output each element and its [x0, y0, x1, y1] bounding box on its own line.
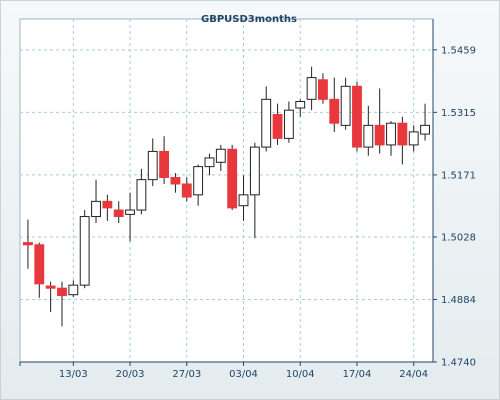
candle-body — [57, 287, 67, 297]
candle-body — [113, 209, 124, 218]
candle-body — [238, 194, 249, 207]
candle-body — [102, 200, 113, 209]
candle-body — [34, 244, 45, 285]
candles — [23, 66, 430, 327]
x-tick-label: 27/03 — [172, 369, 201, 380]
candle-body — [170, 176, 181, 185]
candle-body — [340, 85, 351, 126]
candle-body — [159, 150, 170, 178]
candle-body — [306, 77, 317, 100]
chart-title: GBPUSD3months — [201, 14, 297, 25]
y-tick-label: 1.4740 — [441, 358, 476, 369]
candle-body — [261, 98, 272, 148]
candle-body — [125, 209, 135, 215]
candle-body — [23, 242, 33, 246]
y-tick-label: 1.5028 — [441, 232, 476, 243]
candle-body — [420, 124, 430, 135]
candle-body — [374, 124, 385, 146]
candle-body — [386, 122, 396, 146]
candle-body — [79, 216, 90, 286]
y-tick-label: 1.5171 — [441, 170, 476, 181]
candle-body — [215, 148, 226, 163]
x-tick-label: 13/03 — [59, 369, 88, 380]
candle-body — [136, 179, 147, 211]
candle-body — [318, 79, 328, 100]
candle-body — [397, 122, 408, 146]
candle-body — [181, 183, 192, 198]
candle-body — [352, 85, 362, 148]
candle-body — [249, 146, 260, 196]
x-tick-label: 20/03 — [116, 369, 145, 380]
candle-body — [91, 200, 101, 218]
x-tick-label: 24/04 — [399, 369, 428, 380]
candle-body — [227, 148, 238, 209]
plot-area — [19, 18, 434, 363]
x-tick-label: 03/04 — [229, 369, 258, 380]
candle-body — [147, 150, 158, 181]
axes: 1.5459 1.5315 1.5171 1.5028 1.4884 1.4740 13/0… — [19, 19, 476, 380]
candle-body — [408, 131, 419, 146]
y-tick-label: 1.5459 — [441, 45, 476, 56]
candle-body — [193, 166, 204, 196]
candle-body — [363, 124, 374, 148]
y-tick-label: 1.5315 — [441, 108, 476, 119]
candle-body — [272, 114, 283, 139]
x-tick-label: 17/04 — [343, 369, 372, 380]
y-tick-label: 1.4884 — [441, 295, 476, 306]
x-tick-label: 10/04 — [286, 369, 315, 380]
candle-body — [295, 100, 306, 109]
candle-body — [329, 98, 340, 124]
candle-body — [204, 157, 215, 168]
candle-body — [45, 285, 56, 289]
candle-body — [283, 109, 294, 139]
candle-body — [68, 284, 79, 296]
